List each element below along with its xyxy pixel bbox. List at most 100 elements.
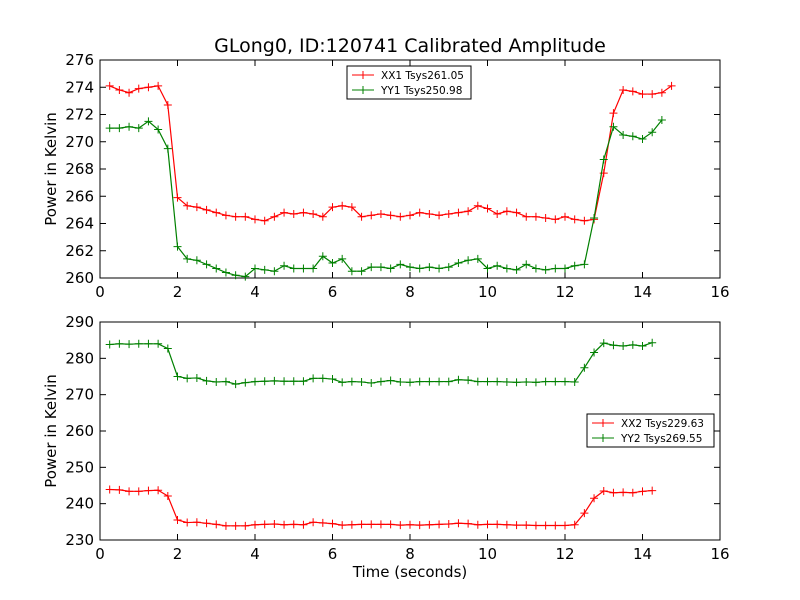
data-point-xx2 xyxy=(396,521,405,530)
data-point-xx2 xyxy=(367,520,376,529)
data-point-yy1 xyxy=(522,260,531,269)
bottom-x-tick-label: 0 xyxy=(95,545,105,563)
data-point-yy2 xyxy=(105,340,114,349)
data-point-xx2 xyxy=(125,487,134,496)
top-y-tick-label: 262 xyxy=(65,242,94,260)
data-point-yy1 xyxy=(183,254,192,263)
bottom-y-tick-label: 250 xyxy=(65,458,94,476)
data-point-xx2 xyxy=(376,520,385,529)
top-x-tick-label: 10 xyxy=(478,283,497,301)
data-point-yy1 xyxy=(502,264,511,273)
data-point-yy2 xyxy=(570,377,579,386)
data-point-xx2 xyxy=(299,520,308,529)
data-point-xx2 xyxy=(357,520,366,529)
data-point-xx1 xyxy=(125,88,134,97)
legend-marker-yy2 xyxy=(599,434,607,442)
data-point-xx1 xyxy=(541,214,550,223)
legend-label-xx1: XX1 Tsys261.05 xyxy=(381,70,464,82)
data-point-xx1 xyxy=(289,209,298,218)
data-point-xx2 xyxy=(551,521,560,530)
data-point-yy1 xyxy=(192,256,201,265)
data-point-yy1 xyxy=(212,264,221,273)
data-point-yy2 xyxy=(425,377,434,386)
top-legend-box xyxy=(346,65,472,100)
data-point-yy1 xyxy=(386,264,395,273)
bottom-y-tick-label: 240 xyxy=(65,495,94,513)
data-point-yy1 xyxy=(415,264,424,273)
data-point-xx2 xyxy=(541,521,550,530)
data-point-yy2 xyxy=(221,377,230,386)
data-point-yy1 xyxy=(376,263,385,272)
data-point-xx1 xyxy=(464,207,473,216)
data-point-yy2 xyxy=(212,377,221,386)
top-x-tick-label: 8 xyxy=(405,283,415,301)
bottom-x-tick-label: 10 xyxy=(478,545,497,563)
data-point-yy2 xyxy=(483,377,492,386)
data-point-xx1 xyxy=(318,212,327,221)
data-point-yy2 xyxy=(115,339,124,348)
bottom-panel: 0 2 4 6 8 10 12 14 16 230 240 250 260 270 280 290 Power… xyxy=(42,313,730,581)
data-point-xx1 xyxy=(435,211,444,220)
data-point-xx2 xyxy=(638,487,647,496)
data-point-yy1 xyxy=(202,260,211,269)
data-point-yy1 xyxy=(425,263,434,272)
data-point-yy1 xyxy=(435,264,444,273)
data-point-xx1 xyxy=(270,212,279,221)
data-point-xx1 xyxy=(251,215,259,224)
data-point-yy2 xyxy=(367,379,376,388)
data-point-yy1 xyxy=(115,124,124,133)
data-point-xx2 xyxy=(338,521,347,530)
data-point-xx2 xyxy=(628,488,637,497)
bottom-x-tick-label: 4 xyxy=(250,545,260,563)
data-point-yy1 xyxy=(163,144,172,153)
data-point-yy2 xyxy=(347,377,356,386)
data-point-xx2 xyxy=(444,520,453,529)
data-point-xx2 xyxy=(648,486,657,495)
data-point-xx1 xyxy=(202,205,211,214)
data-point-xx2 xyxy=(454,519,463,528)
bottom-legend: XX2 Tsys229.63 YY2 Tsys269.55 xyxy=(586,413,715,448)
data-point-xx1 xyxy=(473,201,482,210)
top-y-tick-label: 272 xyxy=(65,106,94,124)
data-point-yy2 xyxy=(134,339,143,348)
data-point-yy1 xyxy=(347,267,356,276)
data-point-yy1 xyxy=(483,264,492,273)
data-point-xx2 xyxy=(105,485,114,494)
data-point-xx2 xyxy=(590,494,599,503)
data-point-xx1 xyxy=(144,83,153,92)
data-point-yy2 xyxy=(163,344,172,353)
data-point-xx2 xyxy=(251,520,259,529)
data-point-xx1 xyxy=(183,201,192,210)
data-point-yy1 xyxy=(657,115,666,124)
data-point-xx1 xyxy=(396,212,405,221)
data-point-yy2 xyxy=(522,377,531,386)
data-point-xx1 xyxy=(444,209,453,218)
data-point-yy2 xyxy=(512,378,521,387)
data-point-yy2 xyxy=(251,377,259,386)
top-x-tick-label: 0 xyxy=(95,283,105,301)
data-point-yy2 xyxy=(289,377,298,386)
data-point-xx1 xyxy=(231,212,240,221)
data-point-xx2 xyxy=(144,486,153,495)
data-point-yy2 xyxy=(580,363,589,372)
data-point-xx2 xyxy=(464,519,473,528)
data-point-yy2 xyxy=(183,374,192,383)
data-point-yy1 xyxy=(580,260,589,269)
legend-marker-yy1 xyxy=(359,86,367,94)
data-point-xx1 xyxy=(648,90,657,99)
data-point-xx2 xyxy=(386,520,395,529)
top-y-tick-label: 264 xyxy=(65,215,94,233)
data-point-xx2 xyxy=(570,520,579,529)
top-x-tick-label: 14 xyxy=(633,283,652,301)
data-point-xx1 xyxy=(221,211,230,220)
data-point-xx1 xyxy=(154,81,163,90)
data-point-yy2 xyxy=(192,373,201,382)
bottom-y-tick-label: 290 xyxy=(65,313,94,331)
data-point-yy2 xyxy=(280,377,289,386)
data-point-yy2 xyxy=(125,340,134,349)
data-point-xx1 xyxy=(115,85,124,94)
bottom-x-tick-label: 16 xyxy=(710,545,729,563)
bottom-y-tick-label: 270 xyxy=(65,386,94,404)
data-point-xx1 xyxy=(280,208,289,217)
data-point-xx2 xyxy=(173,516,182,525)
